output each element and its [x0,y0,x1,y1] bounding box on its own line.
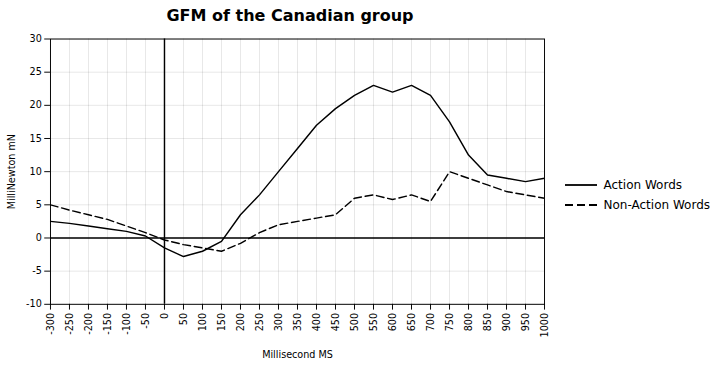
svg-text:350: 350 [292,313,303,331]
svg-text:20: 20 [30,99,42,110]
svg-text:100: 100 [197,313,208,331]
svg-text:-200: -200 [83,313,94,335]
svg-text:850: 850 [482,313,493,331]
svg-text:-50: -50 [140,313,151,329]
svg-text:-300: -300 [45,313,56,335]
svg-text:800: 800 [463,313,474,331]
svg-text:500: 500 [349,313,360,331]
svg-text:300: 300 [273,313,284,331]
svg-text:700: 700 [425,313,436,331]
svg-text:10: 10 [30,166,42,177]
html-text:Action Words: Action Words [603,178,682,193]
svg-text:-250: -250 [64,313,75,335]
svg-text:15: 15 [30,133,42,144]
svg-text:150: 150 [216,313,227,331]
svg-text:MilliNewton mN: MilliNewton mN [6,134,17,209]
svg-text:-5: -5 [32,265,42,276]
svg-text:30: 30 [30,33,42,44]
svg-text:-100: -100 [121,313,132,335]
svg-text:200: 200 [235,313,246,331]
svg-text:50: 50 [178,313,189,325]
html-text:GFM of the Canadian group: GFM of the Canadian group [166,6,414,25]
svg-text:400: 400 [311,313,322,331]
svg-text:25: 25 [30,66,42,77]
svg-text:-10: -10 [26,298,42,309]
svg-text:250: 250 [254,313,265,331]
svg-text:-150: -150 [102,313,113,335]
svg-text:0: 0 [159,313,170,319]
svg-text:600: 600 [387,313,398,331]
svg-text:750: 750 [444,313,455,331]
svg-text:550: 550 [368,313,379,331]
svg-text:900: 900 [501,313,512,331]
svg-text:650: 650 [406,313,417,331]
svg-text:5: 5 [36,199,42,210]
svg-text:950: 950 [520,313,531,331]
svg-text:450: 450 [330,313,341,331]
svg-text:Millisecond MS: Millisecond MS [262,349,333,360]
html-text:Non-Action Words: Non-Action Words [603,198,710,213]
svg-text:0: 0 [36,232,42,243]
svg-text:1000: 1000 [539,313,550,337]
